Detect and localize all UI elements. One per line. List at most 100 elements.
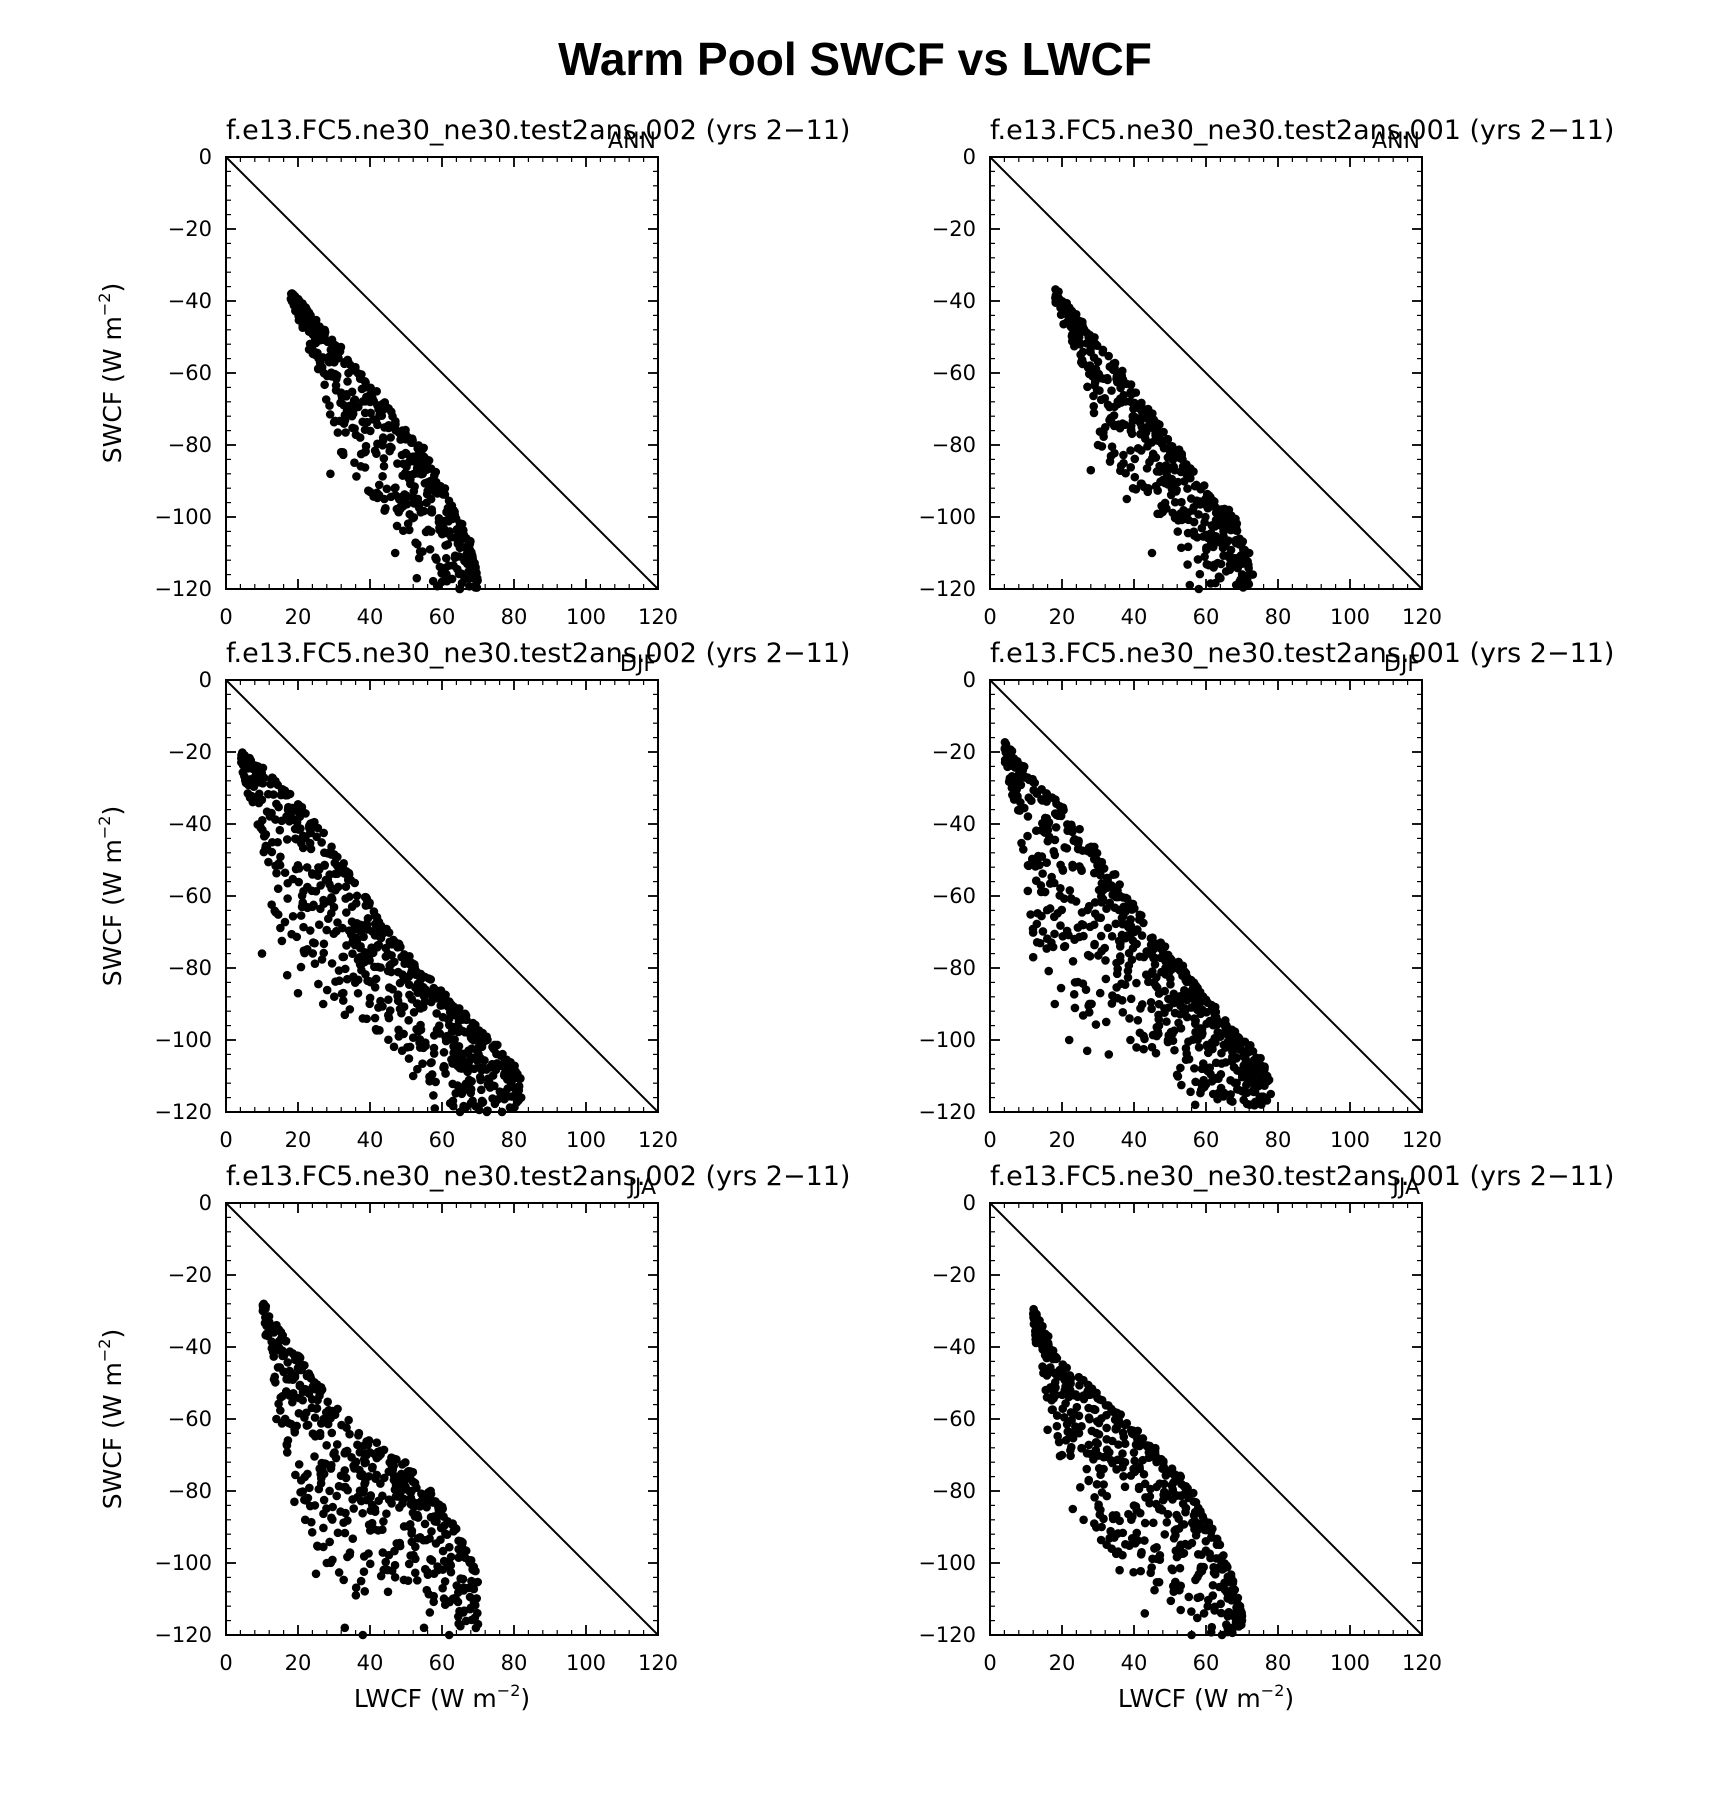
data-point [319, 1523, 328, 1533]
data-point [1175, 1491, 1185, 1500]
data-point [340, 1528, 350, 1538]
data-point [1136, 1550, 1146, 1559]
panel-season-label: DJF [620, 652, 656, 677]
data-point [277, 936, 287, 946]
data-point [1211, 515, 1221, 525]
data-point [418, 453, 428, 463]
data-point [1128, 483, 1138, 493]
data-point [441, 553, 451, 563]
data-point [1154, 1015, 1164, 1024]
data-point [255, 772, 265, 782]
data-point [1202, 560, 1212, 569]
data-point [1190, 1064, 1199, 1073]
data-point [1008, 790, 1017, 800]
data-point [1110, 402, 1119, 412]
data-point [459, 1586, 468, 1595]
data-point [1112, 969, 1122, 979]
data-point [1226, 1090, 1235, 1099]
data-point [1129, 1448, 1139, 1457]
data-point [372, 1438, 382, 1447]
data-point [1105, 415, 1114, 425]
data-point [394, 1032, 404, 1041]
data-point [282, 835, 292, 844]
data-point [417, 1489, 426, 1498]
data-point [1220, 1585, 1230, 1595]
data-point [452, 525, 462, 535]
data-point [373, 400, 382, 410]
data-point [1170, 465, 1180, 475]
data-point [1160, 1004, 1169, 1013]
x-tick-label: 40 [357, 1128, 384, 1152]
data-point [352, 472, 361, 481]
data-point [1147, 1563, 1156, 1572]
data-point [436, 481, 445, 491]
data-point [1166, 954, 1175, 963]
data-point [350, 1460, 359, 1470]
data-point [1099, 1452, 1108, 1462]
data-point [386, 959, 396, 969]
data-point [454, 1041, 464, 1051]
data-point [326, 908, 336, 918]
y-tick-label: −60 [168, 361, 212, 385]
data-point [1000, 737, 1010, 747]
data-point [399, 975, 409, 984]
data-point [294, 1460, 304, 1469]
data-point [1134, 1484, 1144, 1494]
data-point [406, 454, 415, 464]
data-point [1147, 1042, 1157, 1052]
data-point [1055, 891, 1065, 900]
data-point [283, 1358, 293, 1367]
data-point [1112, 1465, 1121, 1474]
data-point [1040, 1350, 1050, 1360]
data-point [1111, 1510, 1121, 1520]
data-point [470, 1054, 480, 1063]
data-point [1052, 1421, 1062, 1431]
reference-line [225, 679, 659, 1113]
y-tick-label: −40 [168, 1335, 212, 1359]
data-point [1177, 497, 1186, 507]
data-point [384, 995, 393, 1004]
data-point [1042, 858, 1052, 867]
data-point [1087, 1426, 1097, 1436]
data-point [498, 1049, 507, 1059]
data-point [1138, 1434, 1148, 1443]
data-point [310, 1452, 319, 1461]
data-point [389, 1042, 399, 1052]
data-point [390, 1560, 400, 1570]
data-point [1057, 1390, 1067, 1400]
data-point [1042, 944, 1051, 953]
data-point [1195, 569, 1205, 579]
y-axis-label: SWCF (W m−2) [95, 806, 127, 987]
data-point [277, 816, 287, 826]
data-point [322, 1558, 332, 1568]
data-point [1193, 555, 1203, 564]
data-point [242, 775, 252, 785]
data-point [275, 825, 285, 835]
y-tick-label: −120 [918, 1100, 976, 1124]
data-point [469, 1064, 479, 1074]
x-tick-label: 60 [429, 605, 456, 629]
data-point [1108, 1458, 1117, 1468]
data-point [408, 436, 417, 445]
data-point [335, 976, 344, 985]
data-point [1223, 1623, 1232, 1633]
data-point [1152, 1577, 1162, 1587]
data-point [1193, 1593, 1202, 1603]
data-point [1032, 937, 1042, 947]
data-point [1204, 1518, 1214, 1527]
data-point [1120, 1439, 1130, 1449]
data-point [1166, 1596, 1176, 1606]
data-point [398, 1499, 407, 1508]
data-point [1079, 1515, 1088, 1525]
data-point [1083, 382, 1092, 392]
data-point [369, 1449, 379, 1459]
data-point [298, 900, 308, 910]
data-point [1053, 908, 1062, 918]
data-point [1054, 287, 1063, 296]
data-point [386, 967, 396, 977]
data-point [1177, 1080, 1186, 1090]
data-point [1191, 1575, 1200, 1585]
data-point [1047, 872, 1056, 882]
data-point [1075, 824, 1084, 834]
data-point [353, 368, 363, 378]
